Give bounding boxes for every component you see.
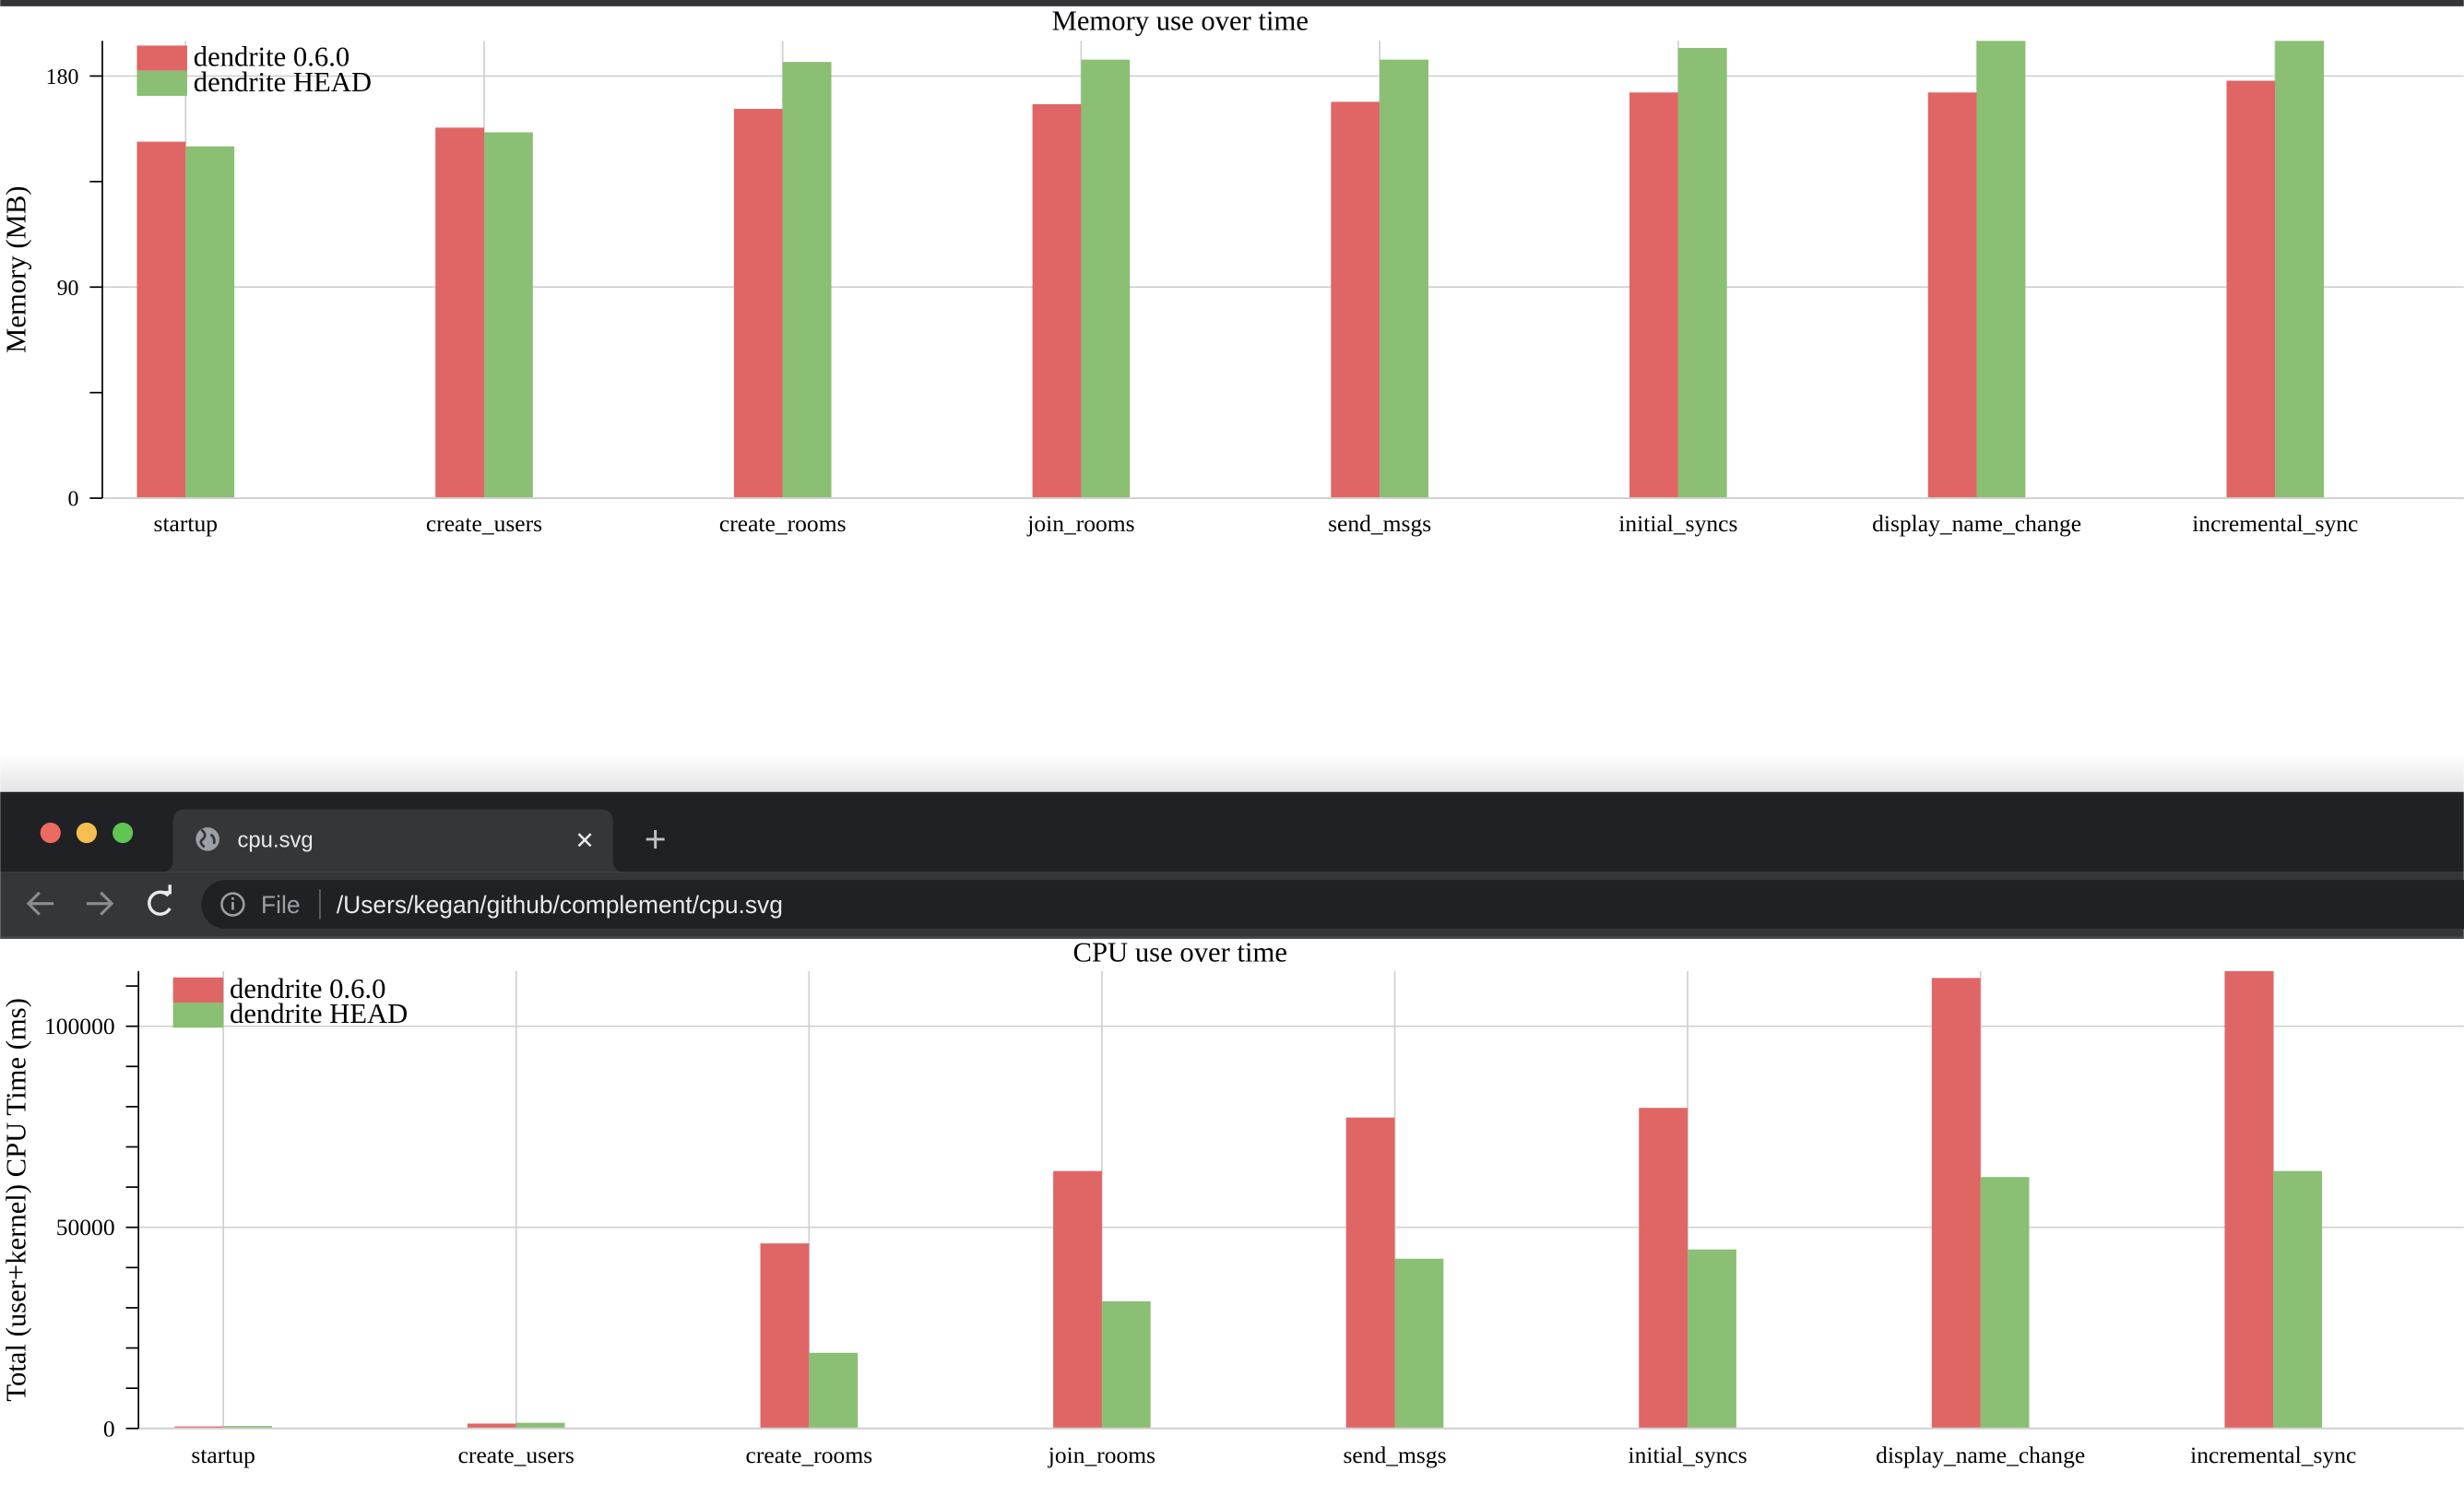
legend-label: dendrite 0.6.0 <box>230 973 385 1004</box>
scheme-label: File <box>261 891 301 919</box>
toolbar-border <box>0 936 2464 940</box>
x-tick-label: join_rooms <box>1026 510 1134 537</box>
cpu-chart: 0 50000 100000 startup create_users create_ro… <box>0 937 2464 1468</box>
bar-dendrite-0-6-0-initial_syncs <box>1639 1108 1688 1429</box>
minimize-window-button[interactable] <box>76 822 98 844</box>
legend-label: dendrite HEAD <box>230 998 408 1029</box>
legend-swatch <box>172 977 224 1003</box>
y-tick-label: 100000 <box>44 1013 115 1039</box>
x-tick-label: incremental_sync <box>2192 510 2358 537</box>
legend-swatch <box>172 1003 224 1028</box>
tab-cpu-svg[interactable]: cpu.svg ✕ <box>160 809 626 873</box>
x-tick-label: incremental_sync <box>2190 1442 2356 1468</box>
y-tick-label: 90 <box>57 277 79 301</box>
bar-dendrite-head-display_name_change <box>1980 1177 2030 1429</box>
legend-label: dendrite HEAD <box>194 66 372 98</box>
bar-dendrite-0-6-0-create_rooms <box>760 1243 810 1429</box>
bar-dendrite-head-initial_syncs <box>1688 1249 1736 1429</box>
x-tick-label: initial_syncs <box>1629 1442 1747 1468</box>
address-url[interactable]: /Users/kegan/github/complement/cpu.svg <box>337 891 783 919</box>
bar-dendrite-0-6-0-join_rooms <box>1032 103 1082 499</box>
bar-dendrite-head-send_msgs <box>1380 59 1428 499</box>
bar-dendrite-0-6-0-send_msgs <box>1345 1117 1395 1429</box>
x-tick-label: create_users <box>458 1442 575 1468</box>
bar-dendrite-0-6-0-startup <box>136 141 186 499</box>
x-tick-label: join_rooms <box>1048 1442 1155 1468</box>
bar-dendrite-head-send_msgs <box>1394 1258 1444 1429</box>
x-tick-label: send_msgs <box>1343 1442 1446 1468</box>
bar-dendrite-head-create_users <box>515 1422 565 1429</box>
close-icon[interactable]: ✕ <box>575 828 594 854</box>
x-tick-label: startup <box>154 510 219 537</box>
globe-icon <box>195 827 219 851</box>
address-divider <box>319 889 321 920</box>
reload-icon[interactable] <box>148 885 172 916</box>
bar-dendrite-head-incremental_sync <box>2273 1170 2323 1429</box>
bar-dendrite-0-6-0-startup <box>174 1426 224 1429</box>
x-tick-label: initial_syncs <box>1618 510 1737 537</box>
bar-dendrite-0-6-0-display_name_change <box>1931 978 1981 1429</box>
plus-icon[interactable]: + <box>645 817 667 860</box>
legend-swatch <box>136 45 187 71</box>
bar-dendrite-0-6-0-create_users <box>467 1423 516 1429</box>
forward-arrow-icon[interactable] <box>86 891 114 916</box>
bar-dendrite-0-6-0-create_users <box>435 127 484 499</box>
bar-dendrite-0-6-0-display_name_change <box>1927 92 1977 499</box>
bar-dendrite-0-6-0-send_msgs <box>1331 101 1380 499</box>
y-axis-label: Total (user+kernel) CPU Time (ms) <box>0 998 31 1401</box>
y-tick-label: 0 <box>68 488 79 512</box>
chart-title: Memory use over time <box>1052 5 1309 36</box>
bar-dendrite-head-initial_syncs <box>1677 47 1727 499</box>
bar-dendrite-0-6-0-incremental_sync <box>2226 80 2276 499</box>
bar-dendrite-head-display_name_change <box>1976 41 2026 499</box>
bar-dendrite-head-create_rooms <box>809 1352 859 1429</box>
x-tick-label: create_rooms <box>719 510 847 537</box>
back-arrow-icon[interactable] <box>26 891 54 916</box>
bar-dendrite-0-6-0-create_rooms <box>733 109 783 499</box>
close-window-button[interactable] <box>40 822 61 844</box>
tab-title: cpu.svg <box>238 827 314 852</box>
chart-title: CPU use over time <box>1073 937 1287 968</box>
x-tick-label: create_users <box>426 510 542 537</box>
bar-dendrite-0-6-0-incremental_sync <box>2224 970 2274 1429</box>
active-tab-background <box>160 809 626 873</box>
x-tick-label: send_msgs <box>1328 510 1431 537</box>
x-tick-label: startup <box>191 1442 255 1468</box>
y-axis-label: Memory (MB) <box>0 186 31 353</box>
browser-window-chrome: cpu.svg ✕ + File /Users/kegan/github/com… <box>0 793 2464 940</box>
y-tick-label: 0 <box>103 1415 115 1442</box>
x-tick-label: display_name_change <box>1876 1442 2085 1468</box>
window-border <box>0 791 2464 794</box>
omnibox[interactable] <box>201 880 2464 929</box>
zoom-window-button[interactable] <box>113 822 134 844</box>
y-tick-label: 50000 <box>56 1214 115 1241</box>
bar-dendrite-head-join_rooms <box>1101 1300 1151 1429</box>
bar-dendrite-head-startup <box>185 146 235 499</box>
info-icon[interactable] <box>220 892 245 917</box>
memory-chart: 0 90 180 startup create_users create_rooms joi… <box>0 5 2464 537</box>
bar-dendrite-0-6-0-join_rooms <box>1053 1170 1102 1429</box>
bar-dendrite-head-join_rooms <box>1081 59 1131 499</box>
bar-dendrite-0-6-0-initial_syncs <box>1629 92 1678 499</box>
bar-dendrite-head-create_users <box>484 132 533 499</box>
legend-swatch <box>136 70 187 96</box>
y-tick-label: 180 <box>46 65 79 89</box>
bar-dendrite-head-startup <box>223 1426 272 1429</box>
legend-label: dendrite 0.6.0 <box>194 42 349 73</box>
x-tick-label: create_rooms <box>746 1442 873 1468</box>
x-tick-label: display_name_change <box>1872 510 2081 537</box>
window-top-edge <box>0 0 2464 6</box>
window-shadow <box>0 754 2464 792</box>
address-bar[interactable]: File /Users/kegan/github/complement/cpu.… <box>201 880 2464 929</box>
bar-dendrite-head-create_rooms <box>782 62 832 499</box>
bar-dendrite-head-incremental_sync <box>2275 41 2325 499</box>
